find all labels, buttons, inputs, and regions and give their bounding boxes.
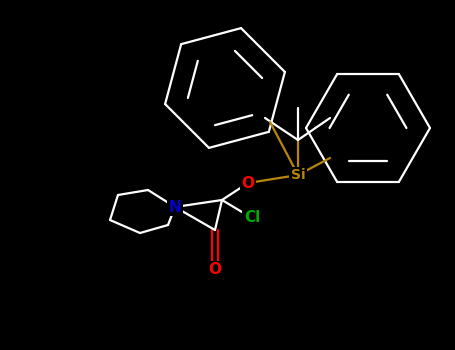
- Text: O: O: [208, 262, 222, 278]
- Text: Si: Si: [291, 168, 305, 182]
- Text: N: N: [169, 199, 182, 215]
- Text: O: O: [242, 175, 254, 190]
- Text: Cl: Cl: [244, 210, 260, 225]
